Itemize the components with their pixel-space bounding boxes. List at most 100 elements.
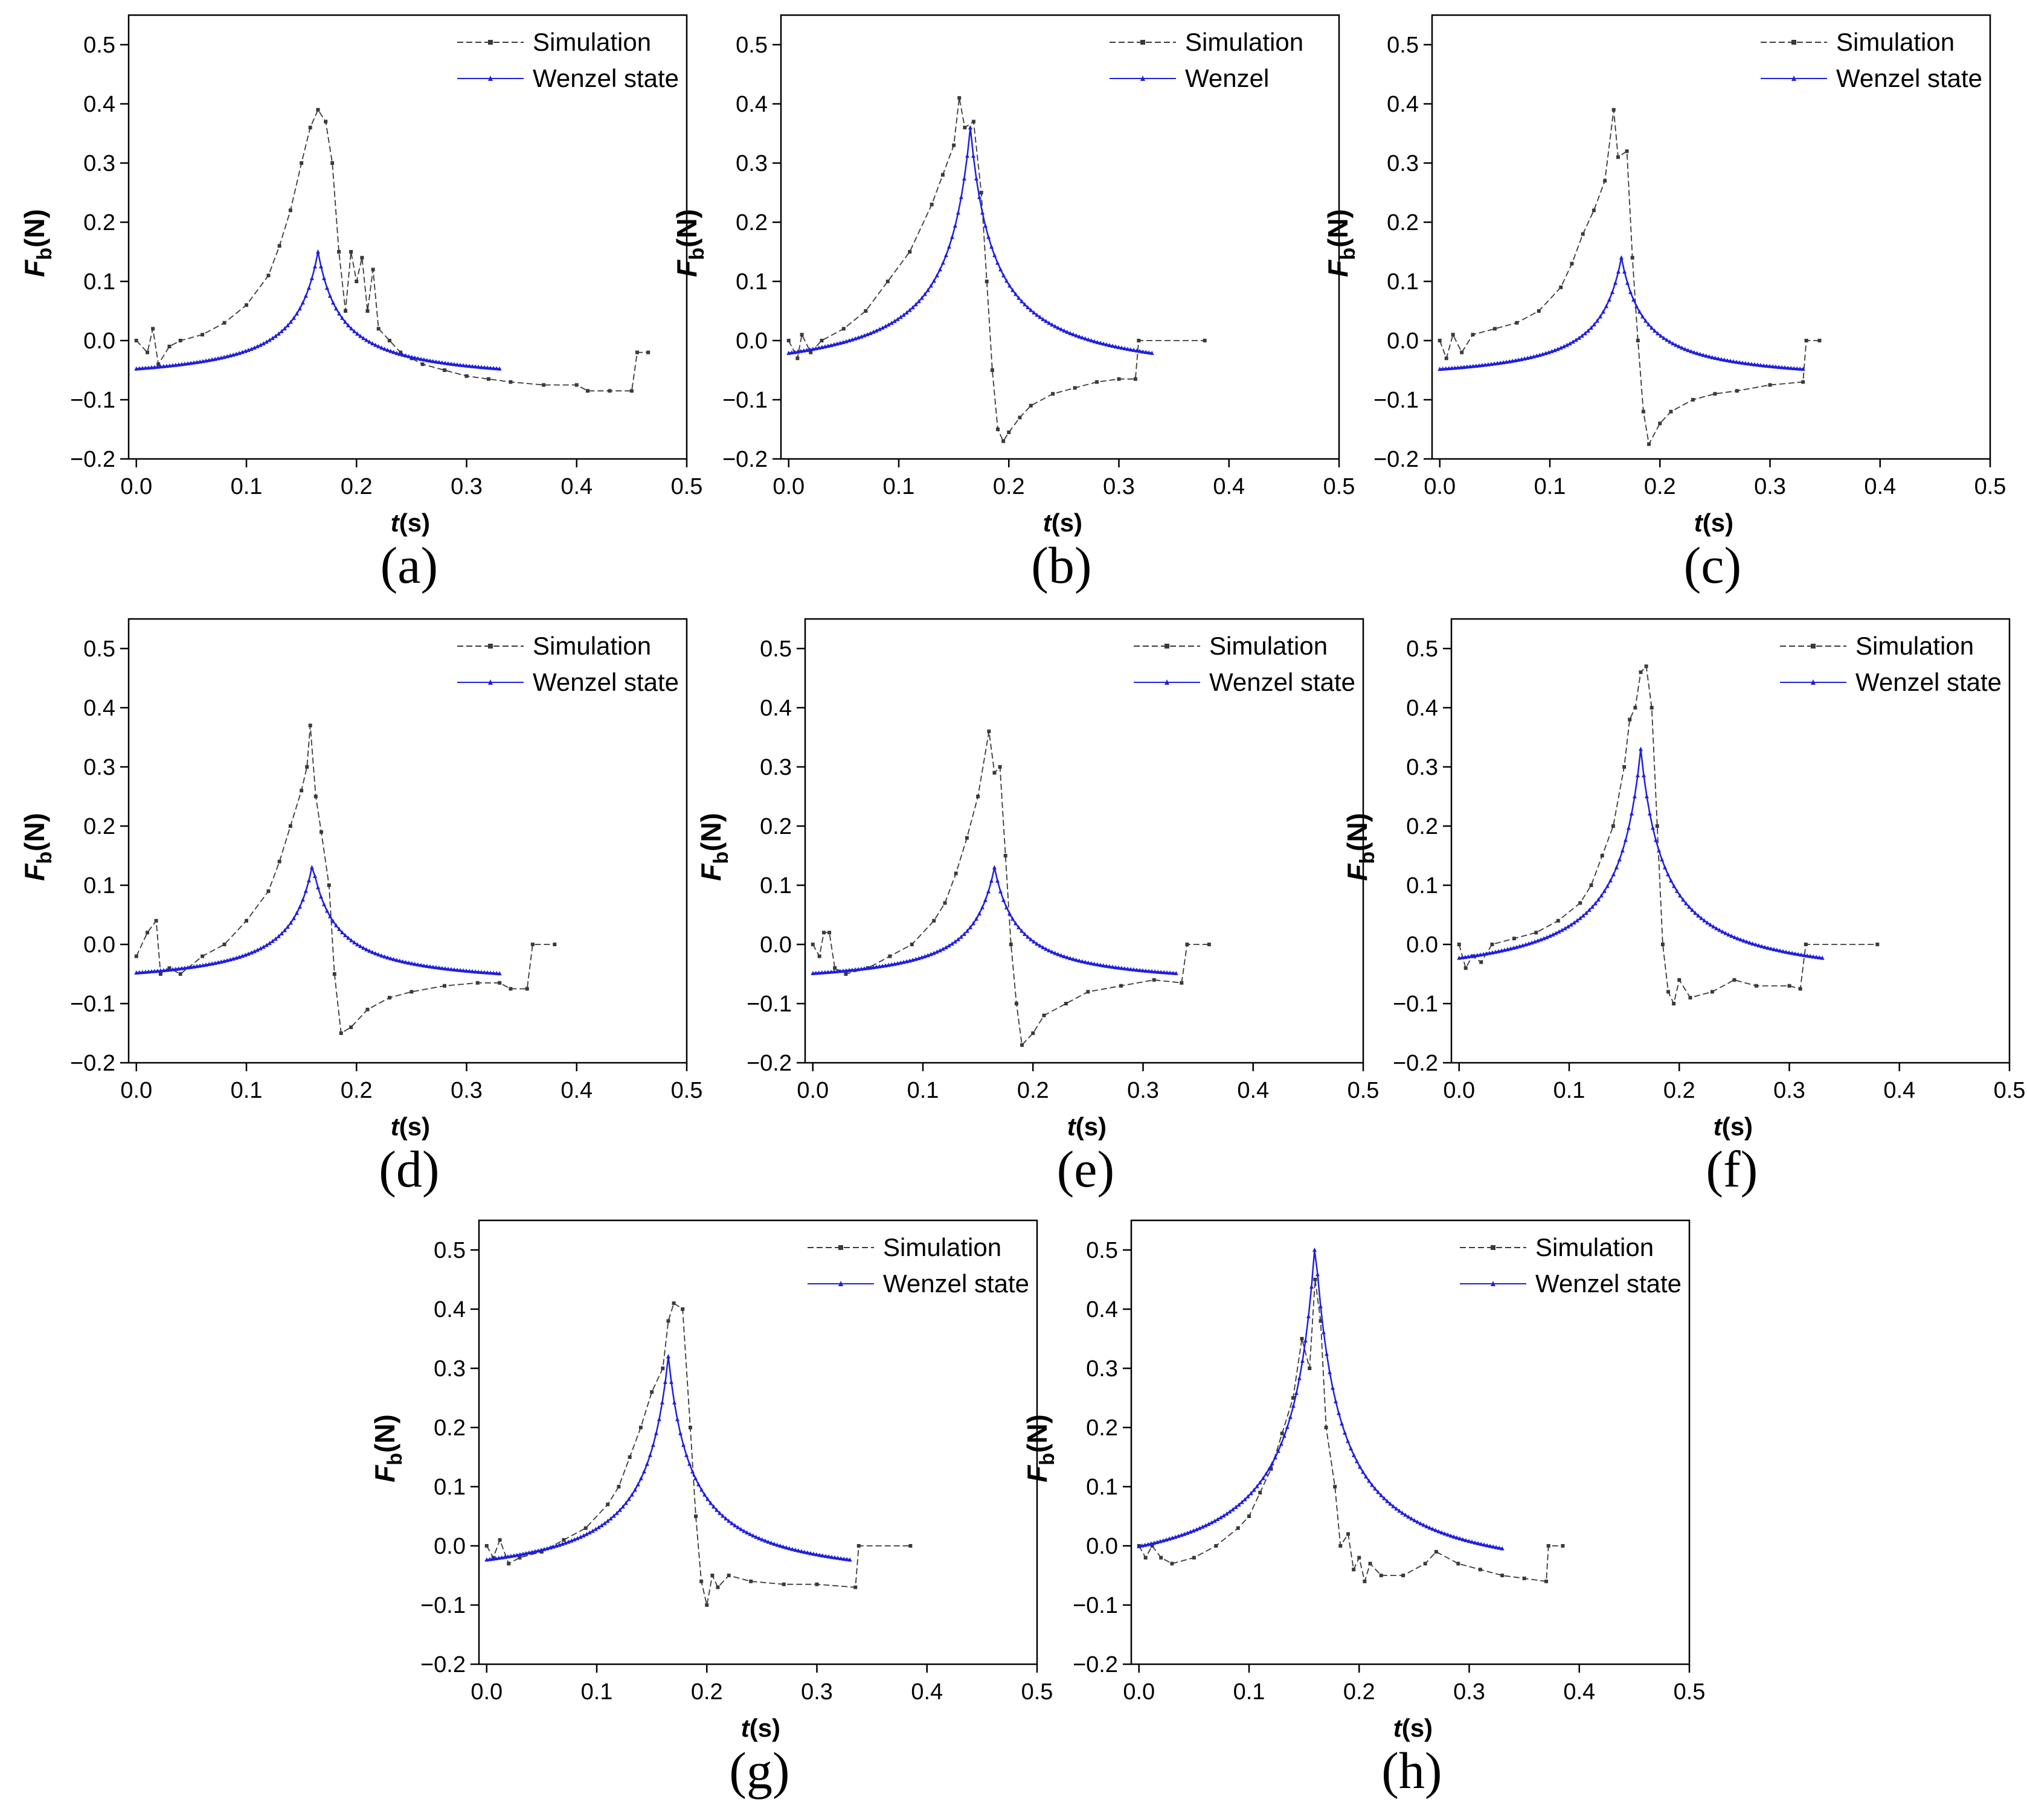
data-point-wenzel: [497, 971, 502, 976]
data-point-simulation: [856, 1544, 861, 1548]
chart-panel-f: 0.0 0.1 0.2 0.3 0.4 0.5 −0.2 −0.1 0.0 0.1 0.2 0.3 0.…: [1323, 604, 2025, 1208]
data-point-simulation: [518, 1556, 522, 1560]
x-tick-label: 0.1: [1534, 474, 1566, 499]
data-point-simulation: [145, 931, 149, 935]
data-point-wenzel: [678, 1431, 683, 1435]
data-point-wenzel: [992, 865, 997, 870]
data-point-wenzel: [140, 970, 145, 975]
data-point-wenzel: [1699, 915, 1704, 920]
x-axis-label: t(s): [391, 508, 430, 537]
y-tick-label: 0.4: [83, 696, 115, 721]
legend-marker: [488, 644, 493, 649]
data-point-wenzel: [959, 934, 963, 939]
data-point-simulation: [908, 250, 912, 254]
data-point-wenzel: [644, 1461, 649, 1466]
data-point-wenzel: [1131, 347, 1136, 352]
data-point-wenzel: [1023, 931, 1027, 936]
data-point-simulation: [1143, 1556, 1148, 1560]
data-point-wenzel: [823, 344, 827, 349]
y-tick-label: 0.1: [736, 269, 768, 295]
legend-label: Wenzel: [1185, 64, 1269, 92]
data-point-simulation: [996, 428, 1000, 431]
data-point-simulation: [910, 943, 914, 946]
data-point-simulation: [1471, 333, 1475, 337]
data-point-simulation: [308, 126, 312, 130]
chart-panel-b: 0.0 0.1 0.2 0.3 0.4 0.5 −0.2 −0.1 0.0 0.1 0.2 0.3 0.…: [652, 0, 1355, 604]
data-point-simulation: [1515, 321, 1519, 325]
data-point-wenzel: [1146, 1542, 1151, 1546]
data-point-wenzel: [1802, 953, 1807, 958]
data-point-wenzel: [1171, 970, 1175, 975]
x-tick-label: 0.2: [1017, 1078, 1049, 1103]
data-point-wenzel: [1646, 322, 1651, 327]
data-point-wenzel: [1468, 364, 1473, 369]
y-axis-label: Fb(N): [19, 813, 56, 881]
data-point-wenzel: [1502, 947, 1507, 952]
data-point-wenzel: [838, 969, 843, 973]
data-point-wenzel: [1608, 878, 1613, 883]
data-point-simulation: [222, 943, 226, 946]
data-point-wenzel: [385, 955, 390, 960]
data-point-wenzel: [216, 356, 220, 360]
data-point-simulation: [811, 943, 815, 946]
data-point-wenzel: [146, 365, 151, 370]
data-point-wenzel: [1614, 865, 1619, 870]
data-point-simulation: [313, 795, 318, 798]
data-point-wenzel: [343, 933, 348, 938]
data-point-wenzel: [1318, 1304, 1323, 1309]
data-point-wenzel: [158, 968, 163, 973]
data-point-wenzel: [795, 349, 800, 354]
data-point-wenzel: [361, 945, 366, 950]
data-point-wenzel: [1544, 935, 1549, 940]
data-point-wenzel: [1776, 364, 1781, 369]
data-point-wenzel: [1596, 897, 1601, 902]
data-point-wenzel: [1427, 1525, 1432, 1530]
x-tick-label: 0.3: [1127, 1078, 1159, 1103]
data-point-wenzel: [1403, 1512, 1408, 1517]
data-point-wenzel: [1161, 970, 1166, 975]
data-point-wenzel: [1604, 304, 1608, 309]
data-point-wenzel: [1454, 1535, 1459, 1540]
data-point-wenzel: [1140, 349, 1145, 354]
y-tick-label: 0.3: [1387, 151, 1419, 176]
y-tick-label: 0.5: [83, 33, 115, 58]
data-point-wenzel: [422, 963, 426, 968]
data-point-simulation: [1616, 155, 1620, 159]
data-point-simulation: [1457, 943, 1461, 946]
data-point-wenzel: [1480, 362, 1485, 367]
data-point-wenzel: [1453, 365, 1457, 370]
data-point-wenzel: [853, 967, 858, 972]
data-point-wenzel: [288, 920, 293, 925]
data-point-wenzel: [1623, 838, 1628, 842]
data-point-wenzel: [1297, 1376, 1302, 1380]
data-point-wenzel: [1772, 947, 1776, 952]
data-point-wenzel: [361, 336, 366, 341]
legend-label: Wenzel state: [1535, 1269, 1682, 1298]
data-point-simulation: [952, 143, 956, 147]
data-point-wenzel: [922, 292, 927, 296]
data-point-simulation: [1636, 339, 1640, 342]
data-point-simulation: [305, 765, 309, 769]
data-point-wenzel: [1759, 944, 1764, 949]
data-point-wenzel: [279, 328, 284, 333]
data-point-simulation: [1641, 409, 1645, 414]
data-point-wenzel: [705, 1496, 710, 1501]
y-axis-label: Fb(N): [1021, 1414, 1059, 1482]
data-point-wenzel: [343, 319, 348, 324]
data-point-wenzel: [1158, 969, 1163, 974]
data-point-wenzel: [820, 970, 824, 975]
data-point-simulation: [1207, 943, 1211, 946]
data-point-simulation: [853, 1585, 858, 1589]
data-point-simulation: [1592, 208, 1596, 213]
data-point-wenzel: [1593, 901, 1598, 906]
data-point-wenzel: [297, 306, 302, 311]
data-point-simulation: [1319, 1319, 1323, 1323]
data-point-wenzel: [638, 1476, 643, 1481]
data-point-wenzel: [1038, 943, 1042, 948]
chart-svg-e: 0.0 0.1 0.2 0.3 0.4 0.5 −0.2 −0.1 0.0 0.1 0.2 0.3 0.…: [695, 618, 1379, 1198]
data-point-wenzel: [1101, 341, 1106, 346]
data-point-simulation: [782, 1582, 786, 1586]
data-point-simulation: [443, 368, 447, 372]
x-tick-label: 0.0: [120, 474, 152, 499]
data-point-wenzel: [312, 873, 317, 878]
